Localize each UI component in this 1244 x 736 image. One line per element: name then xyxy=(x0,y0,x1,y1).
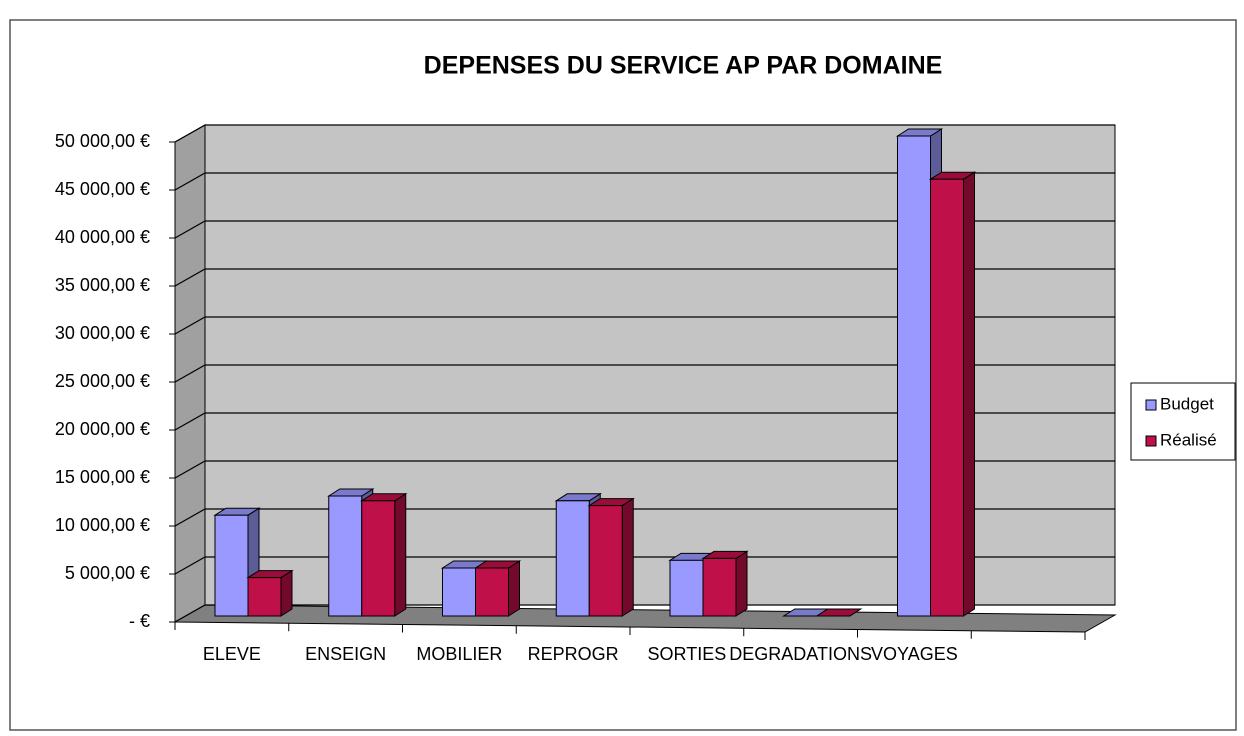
y-tick-label: - € xyxy=(129,611,150,631)
bar xyxy=(702,557,737,617)
y-tick-label: 5 000,00 € xyxy=(65,563,150,583)
grid-line xyxy=(174,508,1115,527)
legend-swatch xyxy=(1145,435,1157,447)
y-tick-label: 50 000,00 € xyxy=(55,131,150,151)
y-tick-label: 40 000,00 € xyxy=(55,227,150,247)
y-tick-label: 20 000,00 € xyxy=(55,419,150,439)
legend-label: Budget xyxy=(1160,394,1214,413)
legend-swatch xyxy=(1145,399,1157,411)
bar xyxy=(669,559,704,617)
grid-line xyxy=(174,220,1115,239)
bar xyxy=(442,567,476,617)
bar xyxy=(555,500,590,617)
grid-line xyxy=(174,124,1115,143)
x-tick-label: MOBILIER xyxy=(416,644,502,664)
bar xyxy=(214,514,249,617)
bar xyxy=(247,577,282,617)
x-tick-label: SORTIES xyxy=(648,644,727,664)
bar-side xyxy=(963,171,975,617)
grid-line xyxy=(174,556,1115,575)
y-tick-label: 30 000,00 € xyxy=(55,323,150,343)
bar xyxy=(588,505,623,617)
y-tick-label: 25 000,00 € xyxy=(55,371,150,391)
y-tick-label: 35 000,00 € xyxy=(55,275,150,295)
bar xyxy=(475,567,509,617)
bar-side xyxy=(735,550,748,617)
bar xyxy=(930,178,964,617)
grid-line xyxy=(174,172,1115,191)
y-tick-label: 15 000,00 € xyxy=(55,467,150,487)
grid-line xyxy=(174,268,1115,287)
grid-line xyxy=(174,460,1115,479)
grid-line xyxy=(174,364,1115,383)
bar-side xyxy=(280,569,293,617)
x-tick-label: VOYAGES xyxy=(871,644,958,664)
bar xyxy=(328,495,363,617)
bar-side xyxy=(508,560,520,617)
x-tick-label: REPROGR xyxy=(528,644,619,664)
bar xyxy=(361,500,396,617)
legend-label: Réalisé xyxy=(1160,430,1217,449)
x-tick-label: ELEVE xyxy=(203,644,261,664)
x-tick-label: DEGRADATIONS xyxy=(729,644,872,664)
y-tick-label: 10 000,00 € xyxy=(55,515,150,535)
bar-side xyxy=(621,497,634,617)
legend-box xyxy=(1130,382,1236,461)
y-tick-label: 45 000,00 € xyxy=(55,179,150,199)
x-tick-label: ENSEIGN xyxy=(305,644,386,664)
bar-side xyxy=(394,492,407,617)
chart-title: DEPENSES DU SERVICE AP PAR DOMAINE xyxy=(424,52,943,80)
grid-line xyxy=(174,316,1115,335)
grid-line xyxy=(174,412,1115,431)
bar xyxy=(897,135,931,617)
grid-line xyxy=(174,604,1115,623)
